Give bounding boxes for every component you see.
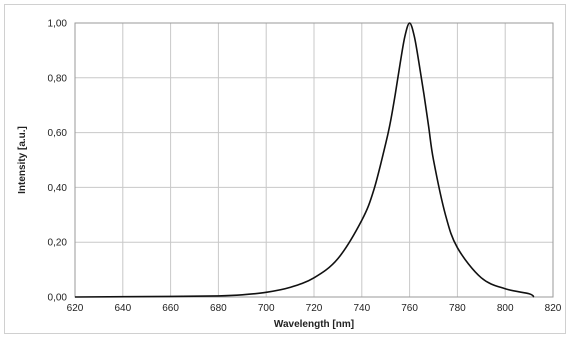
x-axis-title: Wavelength [nm]	[274, 319, 354, 330]
y-axis-title: Intensity [a.u.]	[17, 126, 28, 194]
grid-lines	[74, 22, 554, 298]
x-tick-label: 760	[401, 303, 418, 314]
x-axis-ticks: 620 640 660 680 700 720 740 760 780 800 820	[67, 303, 562, 314]
x-tick-label: 800	[497, 303, 514, 314]
x-tick-label: 740	[353, 303, 370, 314]
series-line	[74, 22, 535, 298]
line-chart: 620 640 660 680 700 720 740 760 780 800 820 0,000,…	[17, 19, 562, 331]
x-tick-label: 680	[210, 303, 227, 314]
plot-area-border	[74, 22, 554, 298]
chart-frame: 620 640 660 680 700 720 740 760 780 800 820 0,00 0,…	[4, 4, 566, 334]
y-tick-label: 0,40	[48, 183, 68, 194]
y-tick-label: 0,60	[48, 128, 68, 139]
y-axis-ticks: 0,00 0,20 0,40 0,60 0,80 1,00	[48, 19, 68, 304]
x-tick-label: 780	[449, 303, 466, 314]
x-tick-label: 660	[162, 303, 179, 314]
x-tick-label: 700	[258, 303, 275, 314]
x-tick-label: 720	[306, 303, 323, 314]
y-tick-label: 0,80	[48, 73, 68, 84]
y-tick-label: 0,00	[48, 293, 68, 304]
y-tick-label: 1,00	[48, 19, 68, 30]
y-tick-label: 0,20	[48, 238, 68, 249]
x-tick-label: 640	[114, 303, 131, 314]
x-tick-label: 620	[67, 303, 84, 314]
series-layer	[74, 22, 535, 298]
x-tick-label: 820	[545, 303, 562, 314]
